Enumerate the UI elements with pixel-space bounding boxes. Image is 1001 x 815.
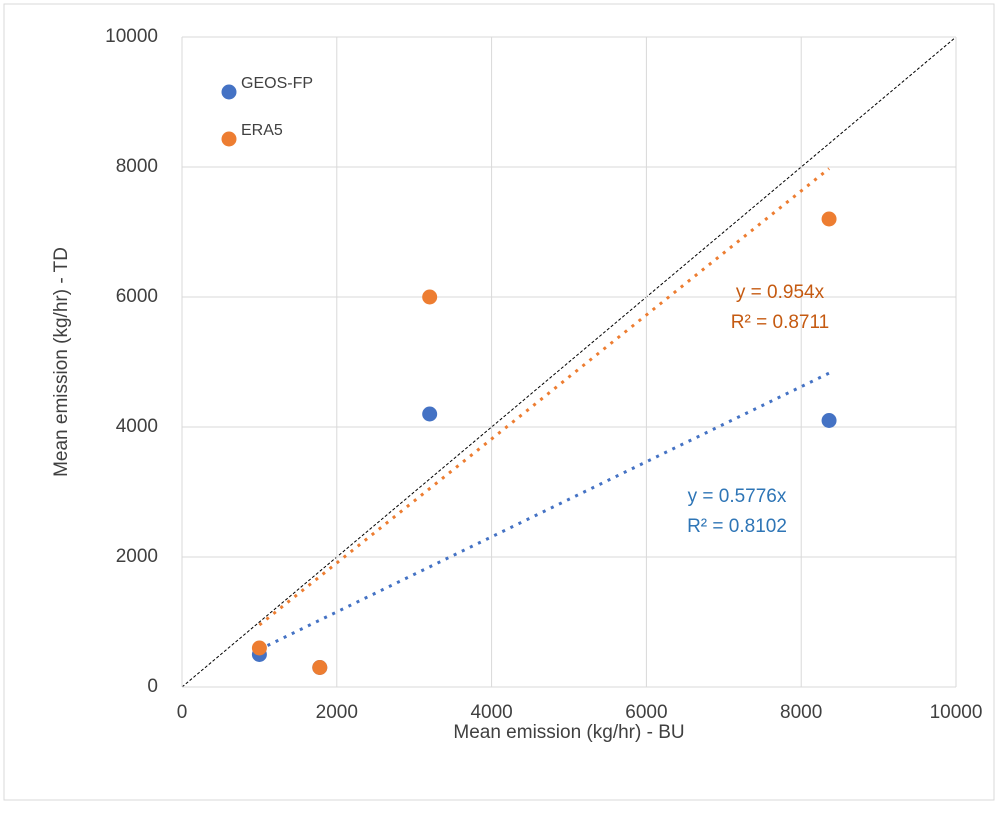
legend-label: GEOS-FP — [241, 75, 313, 92]
legend-marker — [221, 131, 237, 147]
point — [251, 640, 267, 656]
x-tick-label: 6000 — [625, 702, 667, 723]
y-tick-label: 4000 — [116, 416, 158, 437]
y-tick-label: 0 — [147, 676, 158, 697]
point — [312, 660, 328, 675]
y-tick-label: 6000 — [116, 286, 158, 307]
y-tick-label: 2000 — [116, 546, 158, 567]
trendline-equation: y = 0.954x — [736, 282, 825, 303]
y-tick-label: 10000 — [105, 26, 158, 47]
x-tick-label: 4000 — [470, 702, 512, 723]
legend-marker — [221, 84, 237, 100]
x-tick-label: 10000 — [930, 702, 983, 723]
point — [422, 406, 438, 422]
trendline-r2: R² = 0.8102 — [687, 516, 787, 537]
trendline-equation: y = 0.5776x — [688, 486, 787, 507]
x-axis-title: Mean emission (kg/hr) - BU — [453, 722, 684, 743]
point — [422, 289, 438, 305]
x-tick-label: 2000 — [316, 702, 358, 723]
identity-line — [181, 36, 957, 688]
point — [821, 211, 837, 227]
y-tick-label: 8000 — [116, 156, 158, 177]
legend-label: ERA5 — [241, 122, 283, 139]
x-tick-label: 0 — [177, 702, 188, 723]
x-tick-label: 8000 — [780, 702, 822, 723]
chart-frame — [3, 3, 995, 801]
point — [821, 413, 837, 428]
y-axis-title: Mean emission (kg/hr) - TD — [51, 247, 72, 477]
trendline-r2: R² = 0.8711 — [731, 312, 829, 333]
trendline — [258, 371, 830, 651]
